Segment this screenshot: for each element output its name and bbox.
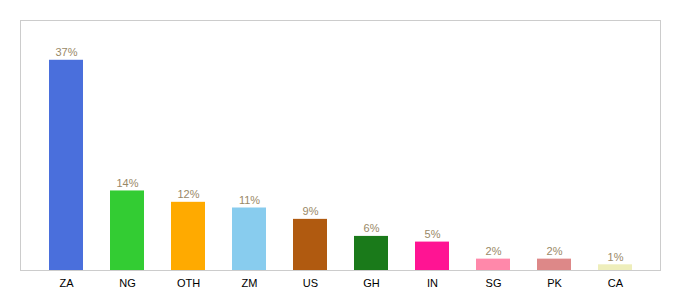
svg-text:9%: 9% [303, 205, 319, 217]
svg-text:SG: SG [486, 277, 502, 289]
svg-text:6%: 6% [364, 222, 380, 234]
svg-text:IN: IN [427, 277, 438, 289]
svg-text:5%: 5% [425, 228, 441, 240]
svg-text:1%: 1% [608, 251, 624, 263]
svg-text:US: US [303, 277, 318, 289]
svg-text:ZA: ZA [59, 277, 74, 289]
svg-text:ZM: ZM [242, 277, 258, 289]
svg-text:2%: 2% [547, 245, 563, 257]
svg-text:12%: 12% [177, 188, 199, 200]
svg-text:2%: 2% [486, 245, 502, 257]
svg-text:PK: PK [547, 277, 562, 289]
svg-text:NG: NG [119, 277, 136, 289]
svg-text:14%: 14% [116, 177, 138, 189]
svg-text:11%: 11% [239, 194, 260, 206]
svg-text:GH: GH [363, 277, 380, 289]
svg-text:CA: CA [608, 277, 624, 289]
svg-text:OTH: OTH [177, 277, 200, 289]
svg-text:37%: 37% [55, 46, 77, 58]
